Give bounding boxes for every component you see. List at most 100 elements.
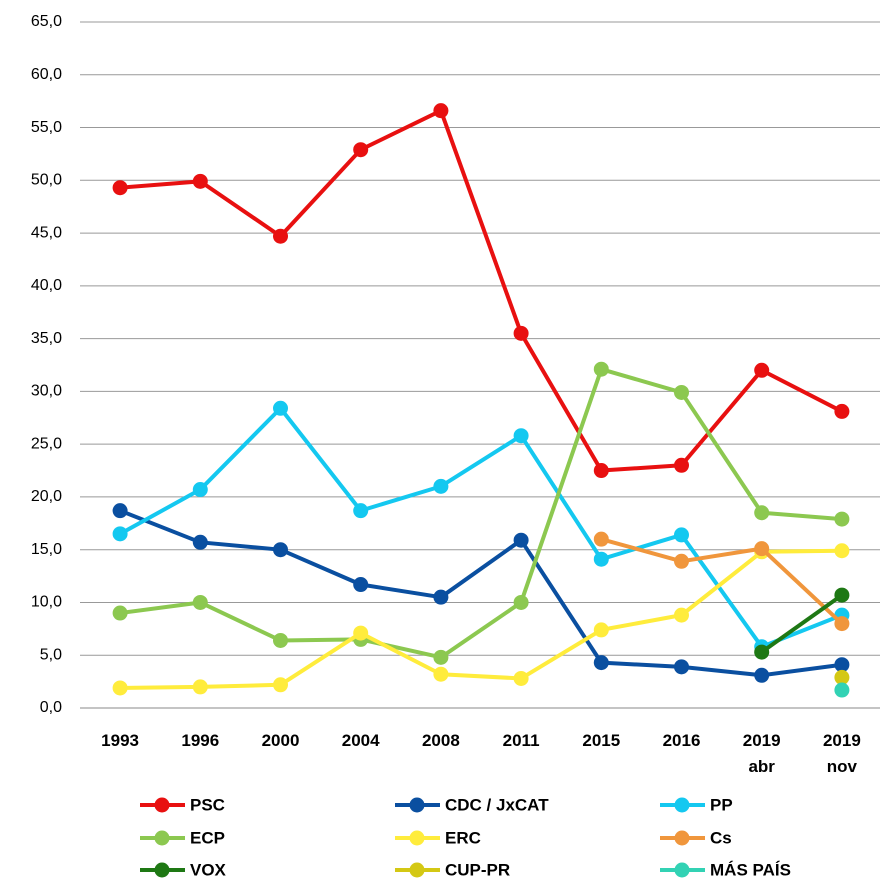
x-tick-label: 2019 abr (742, 731, 781, 776)
x-tick-label: 2016 (662, 731, 701, 750)
x-tick-label: 1996 (181, 731, 220, 750)
data-point (513, 594, 529, 610)
x-tick-label: 1993 (101, 731, 139, 750)
data-point (754, 505, 770, 521)
legend-label: CDC / JxCAT (445, 795, 549, 814)
series-line (119, 508, 843, 678)
y-tick-label: 60,0 (31, 66, 62, 83)
data-point (674, 527, 689, 543)
legend-label: ERC (445, 828, 481, 847)
data-point (273, 677, 288, 693)
series (834, 682, 850, 698)
x-tick-label: 2000 (261, 731, 300, 750)
legend-label: MÁS PAÍS (710, 860, 791, 879)
data-point (674, 457, 689, 473)
data-point (513, 428, 529, 444)
legend-marker (409, 830, 425, 846)
data-point (112, 526, 128, 542)
data-point (433, 103, 449, 119)
data-point (273, 400, 288, 416)
series (754, 587, 850, 660)
data-point (353, 577, 369, 593)
y-tick-label: 25,0 (31, 435, 62, 452)
series (112, 361, 850, 665)
data-point (273, 542, 288, 558)
series-line (760, 593, 844, 654)
y-tick-label: 50,0 (31, 172, 62, 189)
data-point (112, 503, 128, 519)
y-tick-label: 65,0 (31, 13, 62, 30)
data-point (192, 482, 208, 498)
y-tick-label: 10,0 (31, 594, 62, 611)
series (112, 503, 850, 683)
y-tick-label: 15,0 (31, 541, 62, 558)
series (112, 400, 850, 655)
data-point (834, 543, 850, 559)
data-point (433, 649, 449, 665)
x-tick-label: 2004 (341, 731, 380, 750)
data-point (593, 655, 609, 671)
data-point (433, 478, 449, 494)
y-tick-label: 30,0 (31, 383, 62, 400)
data-point (834, 403, 850, 419)
data-point (593, 551, 609, 567)
data-point (112, 605, 128, 621)
data-point (593, 531, 609, 547)
data-point (273, 632, 288, 648)
data-point (593, 463, 609, 479)
y-tick-label: 55,0 (31, 119, 62, 136)
legend-marker (674, 830, 690, 846)
y-tick-label: 0,0 (40, 699, 62, 716)
data-point (674, 384, 689, 400)
legend-marker (154, 862, 170, 878)
data-point (192, 679, 208, 695)
data-point (834, 657, 850, 673)
data-point (353, 625, 369, 641)
legend-label: PP (710, 795, 733, 814)
data-point (834, 587, 850, 603)
series-line (119, 367, 843, 660)
data-point (353, 142, 369, 158)
data-point (273, 228, 288, 244)
legend-marker (674, 862, 690, 878)
y-tick-label: 35,0 (31, 330, 62, 347)
y-tick-label: 45,0 (31, 224, 62, 241)
legend-label: Cs (710, 828, 732, 847)
data-point (674, 553, 689, 569)
data-point (754, 667, 770, 683)
series (112, 103, 850, 479)
data-point (513, 532, 529, 548)
legend-marker (154, 830, 170, 846)
series-line (119, 406, 843, 649)
data-point (513, 670, 529, 686)
series-line (600, 537, 844, 626)
legend-label: ECP (190, 828, 225, 847)
data-point (754, 644, 770, 660)
data-point (834, 511, 850, 527)
data-point (433, 666, 449, 682)
legend-label: VOX (190, 860, 227, 879)
y-tick-label: 5,0 (40, 646, 62, 663)
legend-marker (409, 862, 425, 878)
series-line (120, 548, 842, 690)
data-point (674, 607, 689, 623)
data-point (754, 541, 770, 557)
data-point (834, 616, 850, 632)
data-point (112, 680, 128, 696)
data-point (433, 589, 449, 605)
legend-marker (154, 797, 170, 813)
data-point (353, 503, 369, 519)
series (834, 669, 850, 685)
data-point (834, 669, 850, 685)
legend-marker (674, 797, 690, 813)
data-point (834, 682, 850, 698)
data-point (593, 361, 609, 377)
data-point (593, 622, 609, 638)
series-line (119, 108, 843, 473)
x-tick-label: 2011 (502, 731, 540, 750)
series (593, 531, 850, 632)
data-point (754, 362, 770, 378)
data-point (674, 659, 689, 675)
data-point (192, 534, 208, 550)
